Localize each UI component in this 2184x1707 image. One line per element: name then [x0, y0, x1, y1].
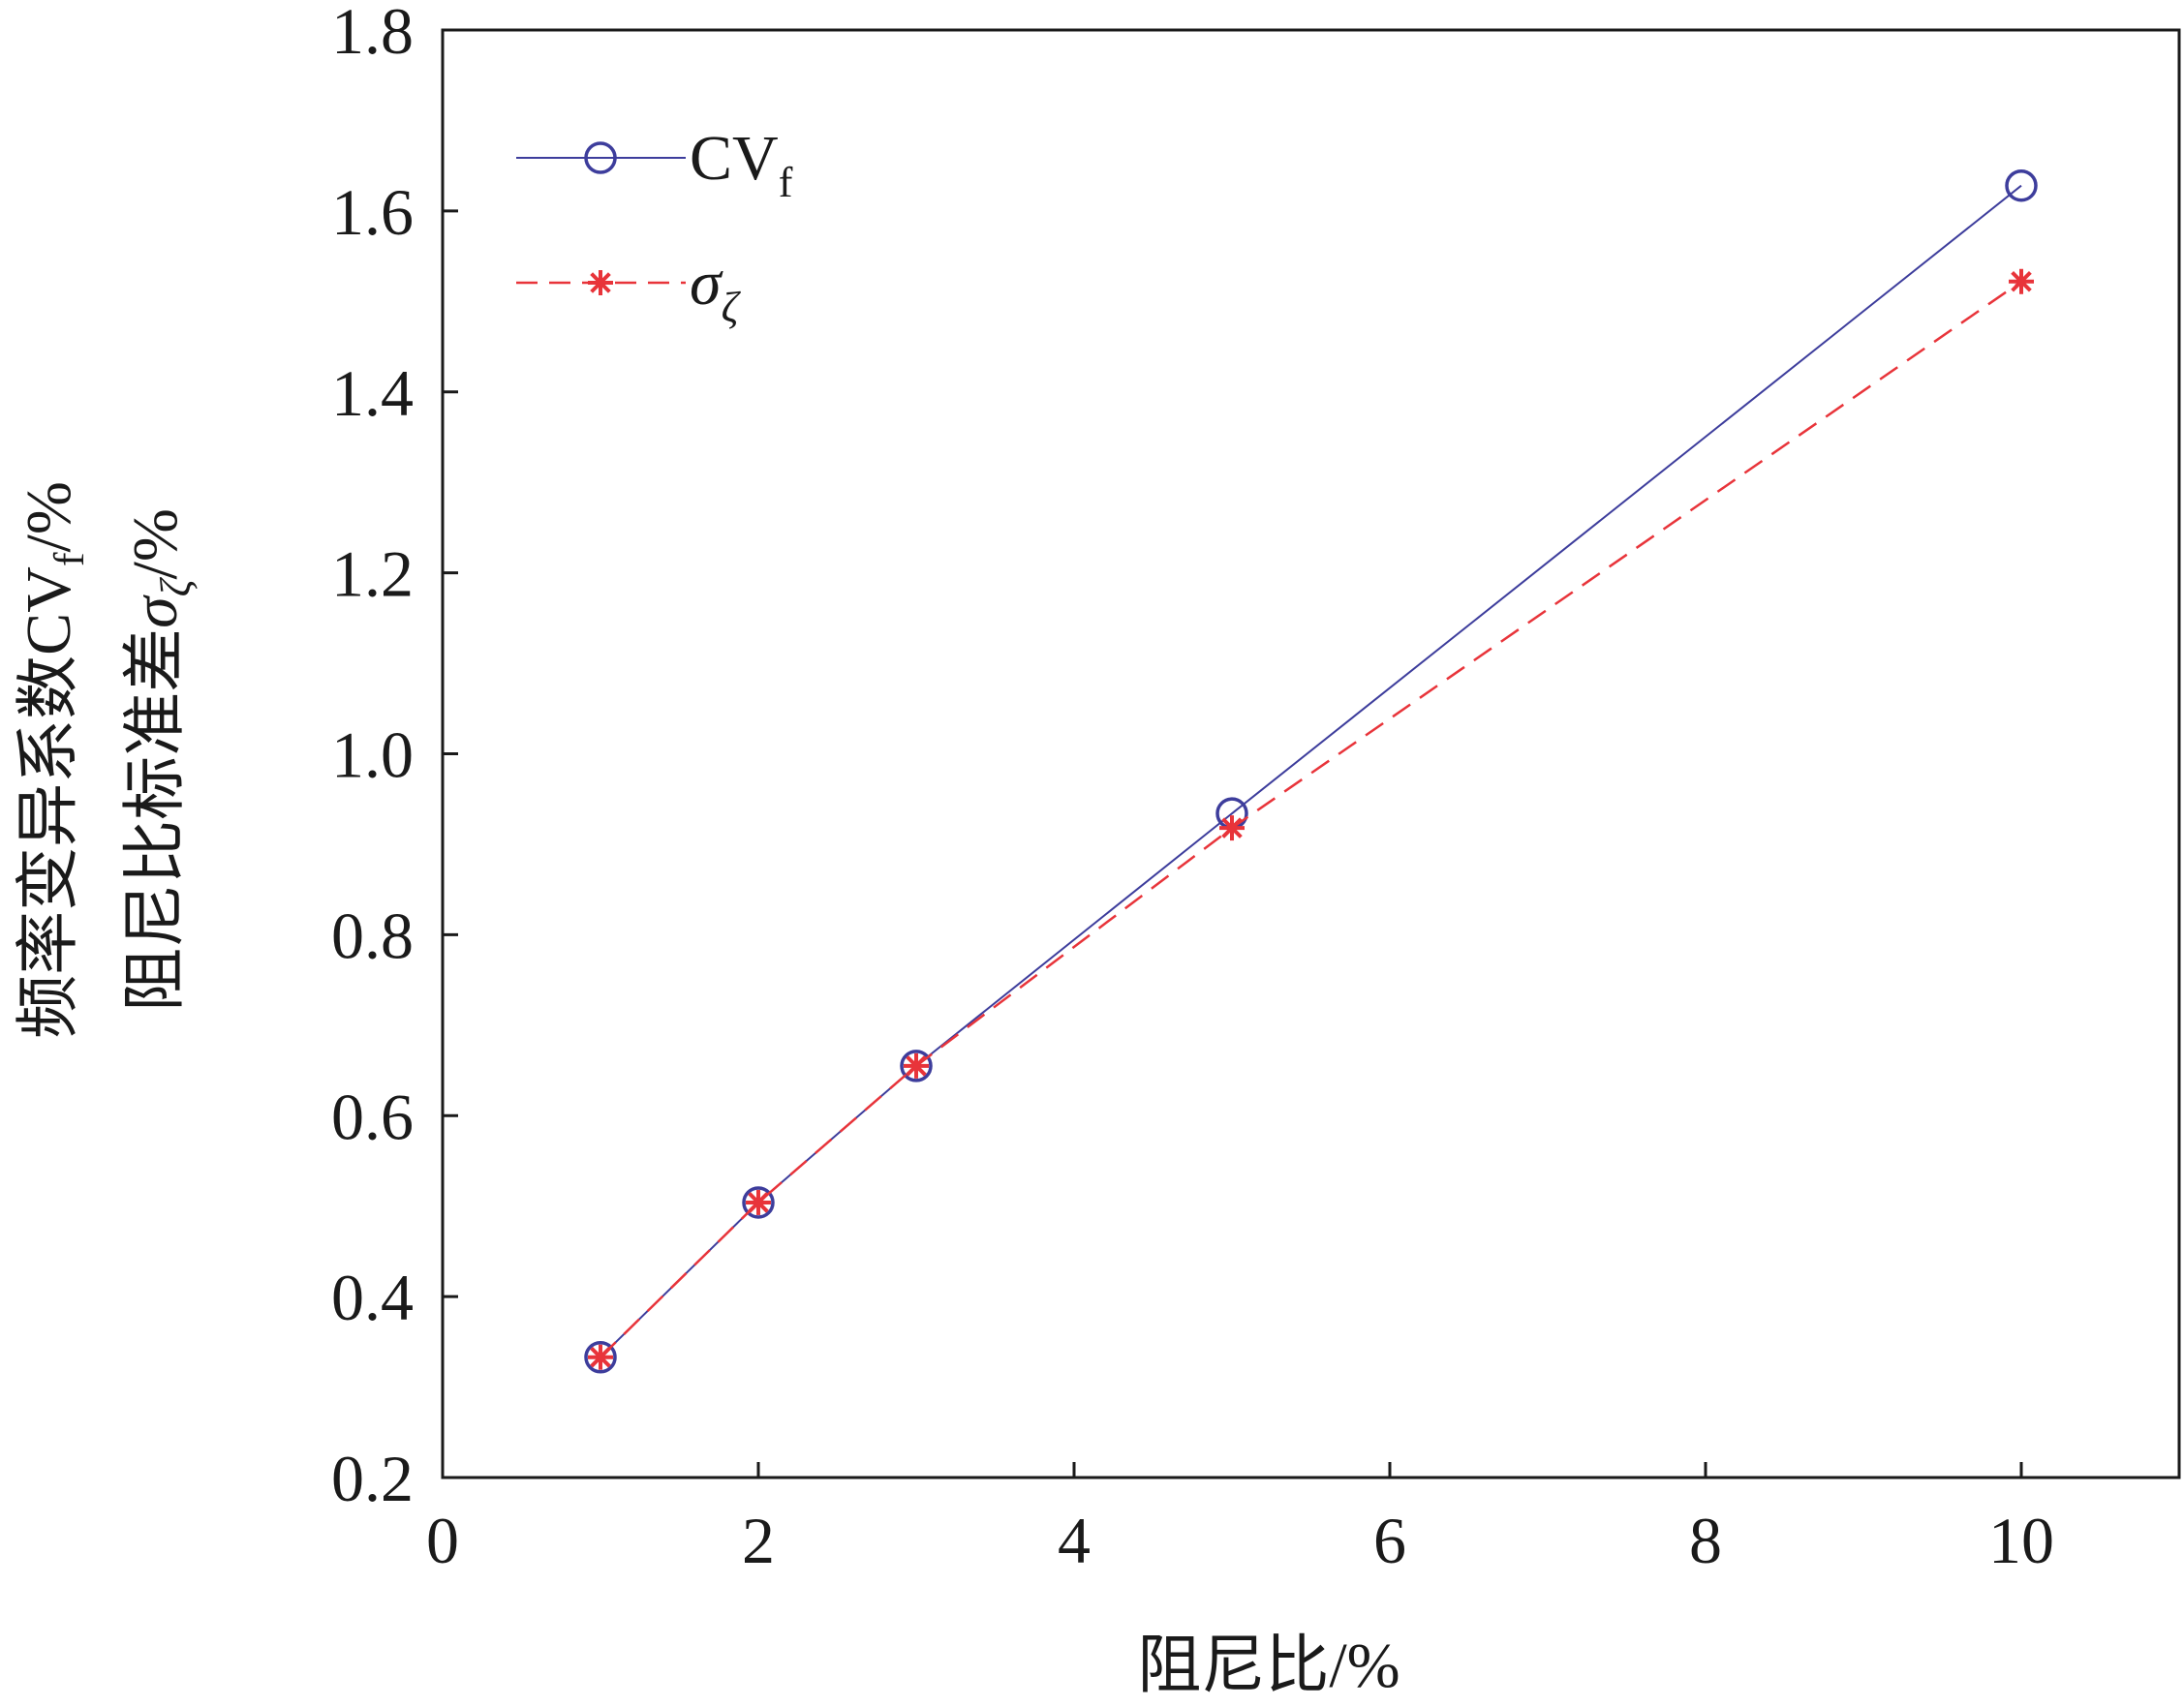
axes: 0 2 4 6 8 10 0.2 0.4 0.6 0.8 1.0 1.2 1.4 1.6 1.8 [331, 0, 2181, 1577]
legend-label-main: CV [690, 123, 779, 194]
data-point-asterisk [2009, 268, 2034, 294]
x-axis-title: 阻尼比/% [1137, 1631, 1400, 1701]
asterisk-stroke [590, 272, 611, 293]
y-axis-title-line2-text: 阻尼比标准差 [120, 628, 191, 1012]
y-axis-title-line1-text: 频率变异系数CV [14, 566, 84, 1039]
y-tick-label: 0.6 [331, 1080, 414, 1153]
data-point-asterisk [904, 1052, 929, 1079]
y-tick-label: 1.8 [331, 0, 414, 68]
y-axis-title-line2-symbol: σ [120, 594, 191, 628]
legend-item: σζ [516, 248, 742, 331]
y-tick-label: 1.0 [331, 718, 414, 792]
y-axis-title-line2-subscript: ζ [152, 576, 200, 596]
y-axis-title-line2: 阻尼比标准差σζ/% [120, 508, 200, 1012]
data-point-asterisk [1219, 815, 1245, 841]
data-point-circle [2005, 168, 2038, 202]
asterisk-stroke [2011, 270, 2032, 292]
series-layer [584, 168, 2038, 1374]
asterisk-stroke [748, 1192, 769, 1213]
legend-label: CVf [690, 123, 793, 206]
y-tick-label: 1.6 [331, 175, 414, 249]
x-tick-label: 8 [1689, 1504, 1722, 1577]
data-point-circle [584, 141, 617, 174]
asterisk-stroke [1221, 817, 1243, 838]
y-tick-label: 1.2 [331, 537, 414, 611]
y-tick-label: 1.4 [331, 356, 414, 430]
data-point-circle [900, 1050, 933, 1082]
legend-item: CVf [516, 123, 793, 206]
y-axis-title-line2-unit: /% [120, 508, 191, 579]
y-tick-label: 0.8 [331, 899, 414, 972]
series-sigma-zeta [588, 268, 2034, 1370]
x-tick-label: 6 [1373, 1504, 1406, 1577]
x-tick-label: 4 [1058, 1504, 1091, 1577]
x-tick-label: 2 [742, 1504, 775, 1577]
data-point-asterisk [588, 270, 613, 295]
asterisk-stroke [590, 1346, 611, 1368]
data-point-asterisk [588, 1344, 613, 1370]
y-tick-label: 0.4 [331, 1261, 414, 1334]
legend-label: σζ [690, 248, 742, 331]
y-axis-title-line1-unit: /% [14, 481, 84, 552]
data-point-circle [584, 1340, 617, 1374]
x-tick-label: 0 [426, 1504, 459, 1577]
legend-label-subscript: f [779, 159, 793, 206]
legend-label-subscript: ζ [722, 284, 742, 331]
series-cvf [584, 168, 2038, 1374]
y-tick-label: 0.2 [331, 1442, 414, 1515]
asterisk-stroke [906, 1055, 927, 1077]
series-line [600, 280, 2022, 1358]
legend-label-main: σ [690, 248, 723, 319]
series-line [600, 184, 2022, 1358]
data-point-asterisk [746, 1189, 771, 1215]
y-axis-title-line1-subscript: f [46, 552, 93, 566]
data-point-circle [742, 1186, 775, 1219]
x-tick-label: 10 [1988, 1504, 2054, 1577]
y-axis-title-line1: 频率变异系数CVf/% [14, 481, 93, 1039]
